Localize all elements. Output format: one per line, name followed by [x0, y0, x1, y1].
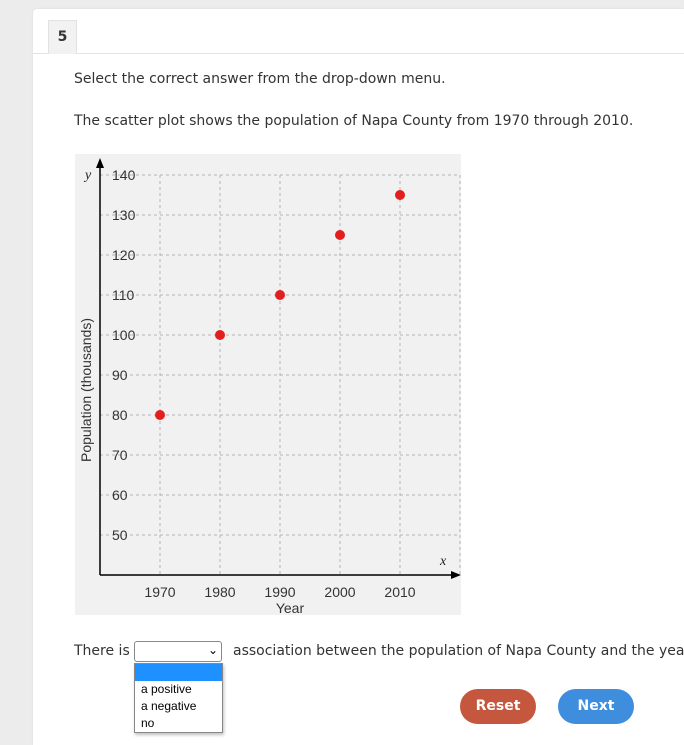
- association-dropdown[interactable]: ⌄: [134, 641, 222, 662]
- y-axis-arrow: [96, 158, 104, 168]
- dropdown-option-blank[interactable]: [135, 664, 222, 681]
- data-point: [275, 290, 285, 300]
- scatter-plot-svg: 1970 1980 1990 2000 2010 50 60 70 80 90 100 110 120 1…: [78, 158, 461, 615]
- y-tick-label: 130: [112, 207, 136, 223]
- x-tick-label: 2000: [324, 584, 355, 600]
- y-tick-label: 140: [112, 167, 136, 183]
- sentence-before: There is: [74, 643, 130, 659]
- x-axis-letter: x: [439, 554, 447, 569]
- x-tick-label: 1970: [144, 584, 175, 600]
- y-tick-label: 60: [112, 487, 128, 503]
- y-tick-label: 50: [112, 527, 128, 543]
- dropdown-option-no[interactable]: no: [141, 716, 155, 730]
- x-tick-label: 1980: [204, 584, 235, 600]
- chevron-down-icon: ⌄: [207, 643, 218, 657]
- y-axis-title: Population (thousands): [78, 318, 94, 462]
- data-point: [335, 230, 345, 240]
- x-axis-arrow: [451, 571, 461, 579]
- instruction-text: Select the correct answer from the drop-…: [74, 71, 446, 87]
- question-card: 5 Select the correct answer from the dro…: [33, 9, 684, 745]
- y-tick-label: 110: [112, 287, 135, 303]
- x-tick-label: 1990: [264, 584, 295, 600]
- y-tick-label: 70: [112, 447, 128, 463]
- y-axis-letter: y: [83, 168, 92, 183]
- data-point: [395, 190, 405, 200]
- y-tick-label: 120: [112, 247, 136, 263]
- reset-button[interactable]: Reset: [460, 689, 536, 724]
- y-tick-label: 90: [112, 367, 128, 383]
- data-point: [215, 330, 225, 340]
- data-point: [155, 410, 165, 420]
- x-tick-label: 2010: [384, 584, 415, 600]
- x-axis-title: Year: [276, 600, 305, 615]
- dropdown-option-positive[interactable]: a positive: [141, 682, 192, 696]
- next-button[interactable]: Next: [558, 689, 634, 724]
- dropdown-options-list: a positive a negative no: [134, 663, 223, 733]
- question-number: 5: [48, 20, 77, 54]
- sentence-after: association between the population of Na…: [233, 643, 684, 659]
- y-tick-label: 100: [112, 327, 136, 343]
- scatter-plot: 1970 1980 1990 2000 2010 50 60 70 80 90 100 110 120 1…: [75, 154, 461, 615]
- y-tick-label: 80: [112, 407, 128, 423]
- dropdown-option-negative[interactable]: a negative: [141, 699, 197, 713]
- prompt-text: The scatter plot shows the population of…: [74, 113, 634, 129]
- question-header: 5: [33, 9, 684, 54]
